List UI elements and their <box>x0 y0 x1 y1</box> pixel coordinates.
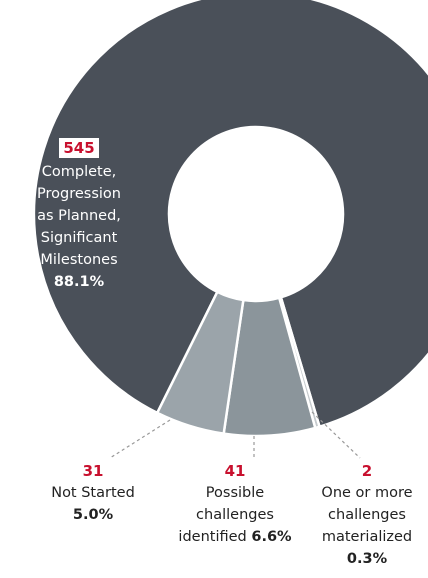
leader-line <box>109 419 171 459</box>
slice-label: 31 Not Started 5.0% <box>38 460 148 526</box>
category-label: Complete, Progression as Planned, Signif… <box>37 164 121 268</box>
leader-line <box>311 411 361 459</box>
value-label: 2 <box>361 462 373 480</box>
leaders <box>109 411 361 460</box>
slice-label: 2 One or more challenges materialized 0.… <box>314 460 420 570</box>
category-label: One or more challenges materialized <box>321 485 413 545</box>
value-label: 545 <box>59 138 99 158</box>
category-label: Possible challenges identified <box>178 485 274 545</box>
share-label: 6.6% <box>251 529 292 545</box>
slice-label: 545 Complete, Progression as Planned, Si… <box>27 138 131 293</box>
share-label: 0.3% <box>346 551 388 567</box>
donut-slice <box>155 290 245 436</box>
share-label: 5.0% <box>72 507 114 523</box>
share-label: 88.1% <box>53 274 105 290</box>
category-label: Not Started <box>51 485 135 501</box>
slice-label: 41 Possible challenges identified 6.6% <box>172 460 298 548</box>
value-label: 41 <box>224 462 246 480</box>
value-label: 31 <box>82 462 104 480</box>
donut-slice <box>32 0 428 429</box>
